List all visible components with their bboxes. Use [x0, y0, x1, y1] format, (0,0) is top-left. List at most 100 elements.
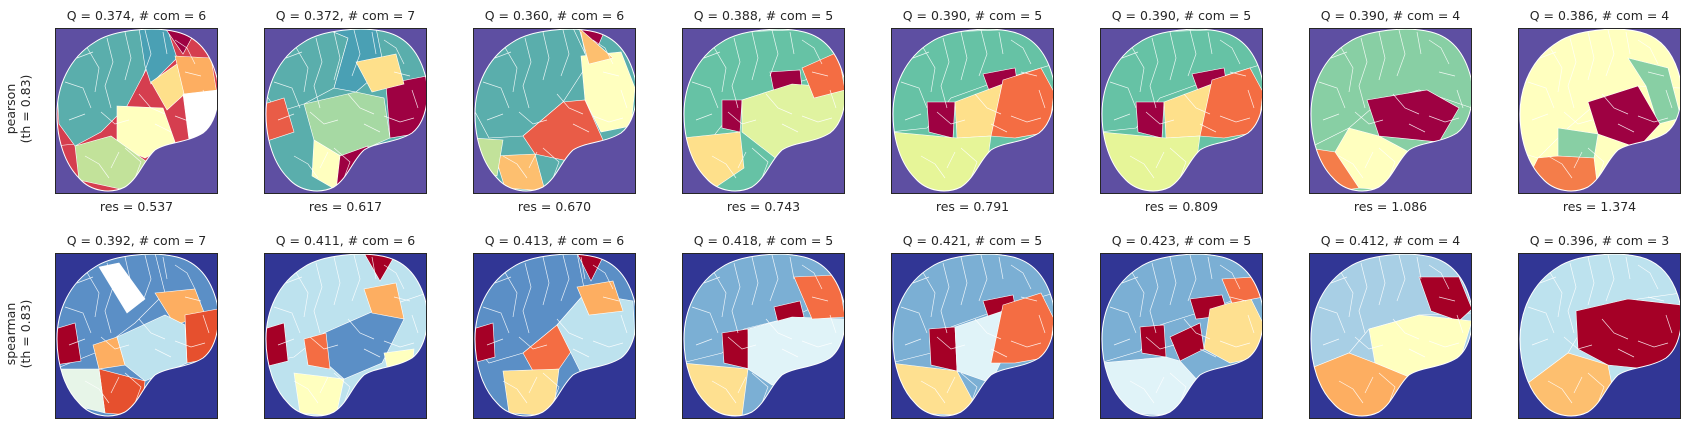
atlas-contour — [1539, 262, 1577, 334]
panel-title: Q = 0.388, # com = 5 — [694, 8, 834, 23]
resolution-label: res = 0.670 — [518, 199, 591, 214]
community-region — [57, 29, 148, 147]
resolution-label: res = 1.374 — [1563, 199, 1636, 214]
atlas-contour — [64, 306, 130, 350]
atlas-contour — [333, 93, 381, 179]
panel-frame — [1518, 253, 1681, 419]
atlas-contour — [1378, 29, 1422, 81]
resolution-label: res = 0.809 — [1145, 199, 1218, 214]
community-region — [556, 292, 637, 378]
brain-outline — [474, 28, 637, 192]
panel-spearman-1: Q = 0.392, # com = 7 — [55, 233, 219, 419]
panel-title: Q = 0.413, # com = 6 — [485, 233, 625, 248]
community-region — [303, 332, 331, 370]
atlas-contour — [124, 254, 168, 306]
atlas-contour — [751, 29, 795, 81]
atlas-contour — [1637, 264, 1673, 334]
atlas-contour — [174, 39, 210, 109]
community-region — [494, 153, 546, 191]
community-region — [578, 29, 614, 65]
panel-title: Q = 0.374, # com = 6 — [67, 8, 207, 23]
brain-outline — [892, 28, 1055, 192]
atlas-contour — [333, 318, 381, 404]
row-label-spearman-line2: (th = 0.83) — [18, 300, 33, 369]
atlas-contour — [703, 262, 741, 334]
panel-frame — [473, 253, 636, 419]
row-labels: pearson (th = 0.83) spearman (th = 0.83) — [3, 75, 33, 369]
community-region — [1418, 276, 1473, 322]
atlas-contour — [1121, 37, 1159, 109]
panel-title: Q = 0.372, # com = 7 — [276, 8, 416, 23]
panel-title: Q = 0.360, # com = 6 — [485, 8, 625, 23]
atlas-contour — [960, 254, 1004, 306]
atlas-contour — [174, 264, 210, 334]
panel-spearman-3: Q = 0.413, # com = 6 — [473, 233, 637, 419]
community-region — [721, 328, 751, 370]
atlas-contour — [1219, 264, 1255, 334]
atlas-contour — [1338, 115, 1460, 179]
atlas-contour — [1527, 306, 1593, 350]
brain-outline — [892, 253, 1055, 417]
panel-pearson-6: Q = 0.390, # com = 5 res = 0.809 — [1100, 8, 1264, 214]
atlas-contour — [333, 29, 377, 81]
panel-frame — [473, 28, 636, 194]
panel-pearson-4: Q = 0.388, # com = 5 res = 0.743 — [682, 8, 846, 214]
panel-title: Q = 0.390, # com = 5 — [903, 8, 1043, 23]
atlas-contour — [333, 254, 377, 306]
atlas-contour — [1637, 39, 1673, 109]
community-region — [311, 139, 345, 191]
atlas-contour — [502, 115, 624, 179]
atlas-contour — [494, 262, 532, 334]
atlas-contour — [960, 93, 1008, 179]
panel-pearson-7: Q = 0.390, # com = 4 res = 1.086 — [1309, 8, 1473, 214]
atlas-contour — [1587, 318, 1635, 404]
atlas-contour — [1121, 262, 1159, 334]
atlas-contour — [502, 340, 624, 404]
community-region — [475, 322, 496, 364]
resolution-label: res = 1.086 — [1354, 199, 1427, 214]
panel-title: Q = 0.421, # com = 5 — [903, 233, 1043, 248]
atlas-contour — [900, 306, 966, 350]
community-region — [928, 326, 958, 372]
brain-outline — [265, 28, 428, 192]
atlas-contour — [1010, 264, 1046, 334]
community-map — [475, 29, 637, 191]
atlas-contour — [1428, 39, 1464, 109]
community-map — [893, 254, 1055, 416]
resolution-label: res = 0.743 — [727, 199, 800, 214]
panel-title: Q = 0.390, # com = 4 — [1321, 8, 1461, 23]
community-map — [475, 254, 637, 416]
community-map — [1311, 29, 1473, 191]
brain-outline — [1519, 28, 1682, 192]
atlas-contour — [1587, 254, 1631, 306]
atlas-contour — [273, 81, 339, 125]
brain-outline — [265, 253, 428, 417]
atlas-contour — [1330, 262, 1368, 334]
community-region — [98, 262, 146, 314]
atlas-contour — [1010, 39, 1046, 109]
atlas-contour — [912, 37, 950, 109]
atlas-contour — [76, 262, 114, 334]
atlas-contour — [592, 264, 628, 334]
panel-frame — [682, 28, 845, 194]
atlas-contour — [703, 37, 741, 109]
atlas-contour — [751, 318, 799, 404]
atlas-contour — [285, 262, 323, 334]
atlas-contour — [482, 81, 548, 125]
panel-frame — [1518, 28, 1681, 194]
community-region — [721, 99, 743, 133]
panel-pearson-2: Q = 0.372, # com = 7 res = 0.617 — [264, 8, 428, 214]
atlas-contour — [84, 115, 206, 179]
panel-spearman-7: Q = 0.412, # com = 4 — [1309, 233, 1473, 419]
row-label-pearson-line2: (th = 0.83) — [18, 75, 33, 144]
panel-spearman-8: Q = 0.396, # com = 3 — [1518, 233, 1682, 419]
atlas-contour — [542, 93, 590, 179]
community-region — [1139, 324, 1167, 358]
community-region — [266, 322, 289, 368]
atlas-contour — [1527, 81, 1593, 125]
atlas-contour — [273, 306, 339, 350]
community-map — [684, 29, 846, 191]
community-map — [893, 29, 1055, 191]
atlas-contour — [751, 93, 799, 179]
